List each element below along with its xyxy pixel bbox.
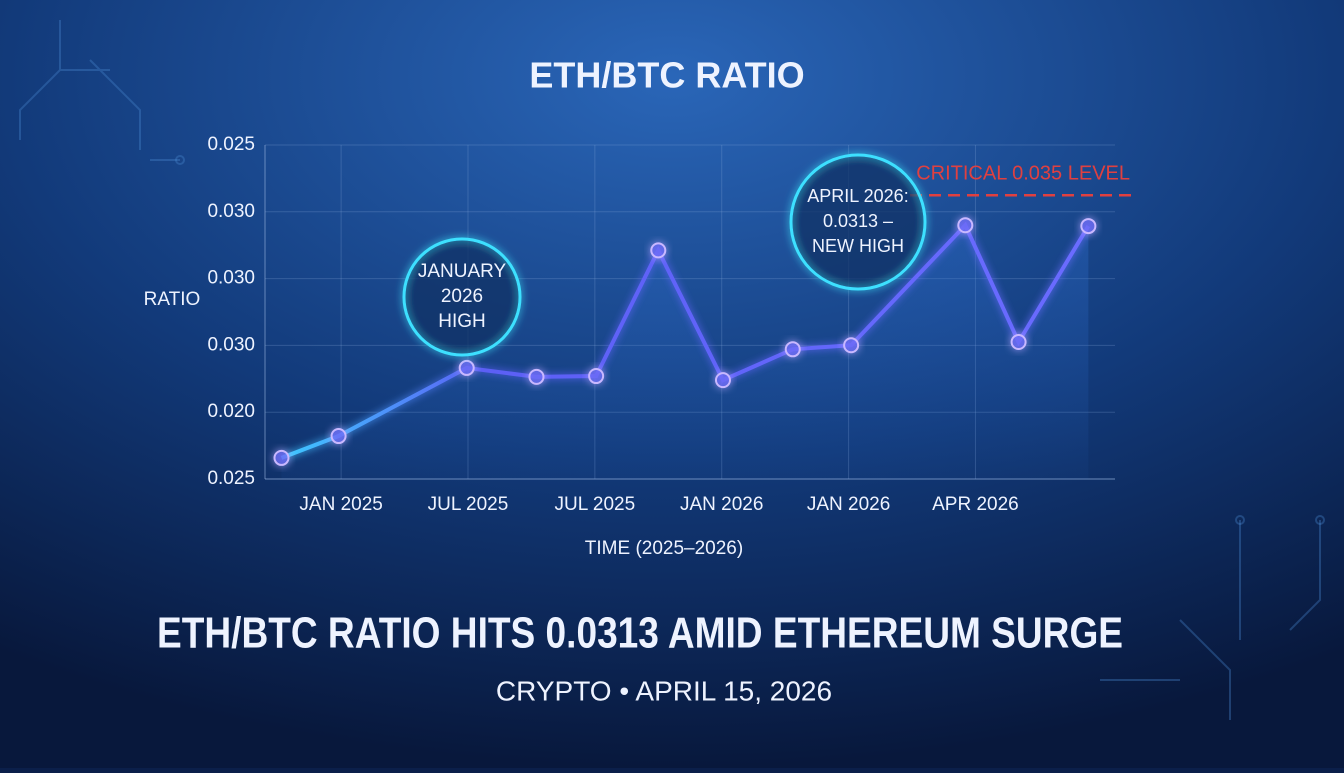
data-point — [784, 341, 801, 358]
x-tick-label: JAN 2026 — [680, 494, 763, 515]
x-axis-label: TIME (2025–2026) — [585, 538, 743, 559]
x-tick-label: APR 2026 — [932, 494, 1019, 515]
data-point — [330, 428, 347, 445]
data-point — [1080, 218, 1097, 235]
annotation-text: APRIL 2026: — [807, 186, 908, 206]
data-line — [280, 221, 1091, 460]
annotation-text: NEW HIGH — [812, 236, 904, 256]
data-point — [714, 372, 731, 389]
circuit-decoration — [19, 20, 1325, 720]
y-tick-label: 0.030 — [207, 268, 255, 289]
x-tick-label: JAN 2026 — [807, 494, 890, 515]
annotation-text: JANUARY — [418, 261, 507, 282]
annotation-text: 0.0313 – — [823, 211, 893, 231]
data-point — [957, 217, 974, 234]
x-tick-label: JAN 2025 — [299, 494, 382, 515]
area-fill — [281, 225, 1089, 479]
x-tick-label: JUL 2025 — [428, 494, 509, 515]
data-point — [273, 449, 290, 466]
annotation-text: 2026 — [441, 286, 483, 307]
y-tick-label: 0.025 — [207, 134, 255, 155]
data-point — [843, 337, 860, 354]
annotation-text: HIGH — [438, 311, 486, 332]
y-axis-label: RATIO — [144, 289, 201, 310]
x-tick-label: JUL 2025 — [555, 494, 636, 515]
annotation-circle — [402, 237, 522, 357]
data-point — [650, 242, 667, 259]
y-tick-label: 0.030 — [207, 334, 255, 355]
annotation-circle — [789, 153, 927, 291]
data-point — [1010, 333, 1027, 350]
y-tick-label: 0.025 — [207, 468, 255, 489]
data-point — [528, 368, 545, 385]
reference-label: CRITICAL 0.035 LEVEL — [916, 163, 1130, 185]
chart-title: ETH/BTC RATIO — [529, 55, 804, 96]
headline: ETH/BTC RATIO HITS 0.0313 AMID ETHEREUM … — [157, 609, 1123, 658]
data-point — [458, 359, 475, 376]
byline: CRYPTO • APRIL 15, 2026 — [496, 675, 832, 706]
y-tick-label: 0.020 — [207, 401, 255, 422]
y-tick-label: 0.030 — [207, 201, 255, 222]
data-point — [588, 368, 605, 385]
